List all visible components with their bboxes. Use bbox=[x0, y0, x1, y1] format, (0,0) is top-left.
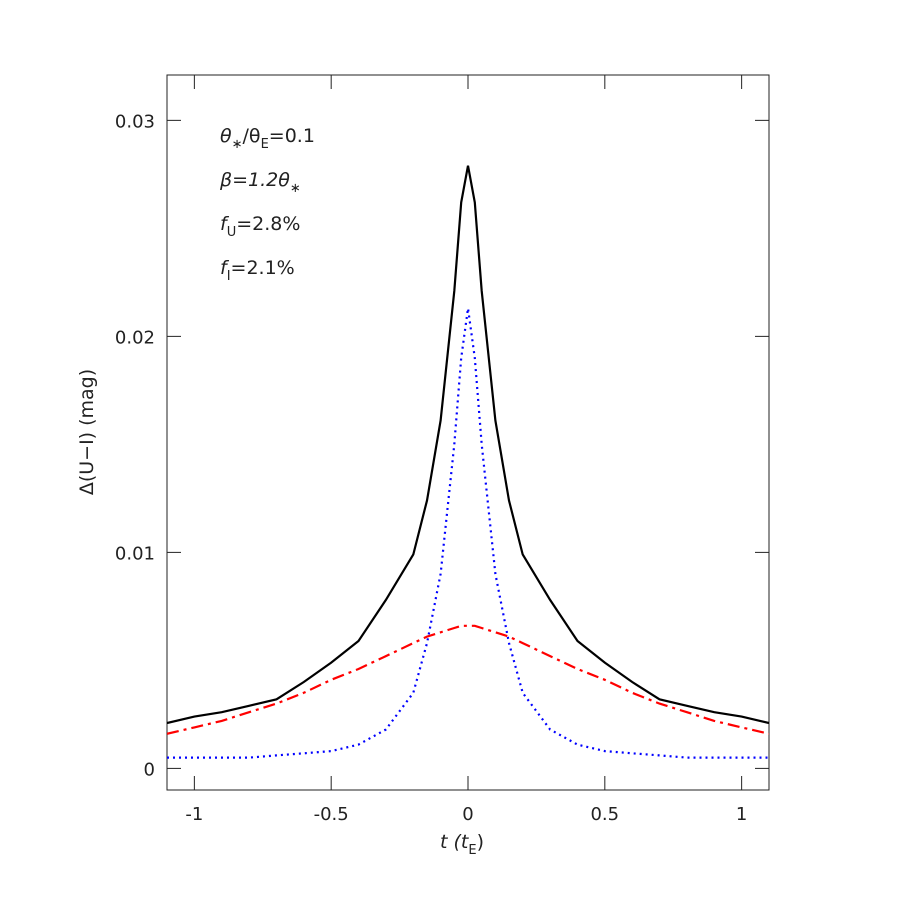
series-line bbox=[167, 165, 769, 725]
annotation: β=1.2θ∗ bbox=[219, 169, 301, 196]
y-tick-label: 0.02 bbox=[115, 327, 155, 348]
x-tick-label: 0 bbox=[462, 804, 473, 825]
text-part: =2.1% bbox=[231, 257, 295, 279]
x-tick-label: 1 bbox=[736, 804, 747, 825]
text-part: θ bbox=[220, 125, 232, 147]
x-tick-label: -1 bbox=[185, 804, 203, 825]
text-part: β=1.2θ bbox=[219, 169, 290, 191]
annotation: fI=2.1% bbox=[220, 257, 295, 284]
y-tick-label: 0 bbox=[144, 759, 155, 780]
y-tick-label: 0.01 bbox=[115, 543, 155, 564]
annotation: θ∗/θE=0.1 bbox=[220, 125, 315, 152]
x-tick-label: -0.5 bbox=[314, 804, 349, 825]
text-part: f bbox=[220, 213, 230, 235]
annotation: fU=2.8% bbox=[220, 213, 300, 240]
subscript: ∗ bbox=[290, 181, 301, 196]
subscript: E bbox=[261, 137, 269, 152]
text-part: =0.1 bbox=[269, 125, 315, 147]
text-part: Δ(U−I) (mag) bbox=[76, 369, 98, 495]
text-part: t (t bbox=[440, 831, 470, 853]
series-line bbox=[167, 624, 769, 735]
text-part: /θ bbox=[243, 125, 261, 147]
text-part: f bbox=[220, 257, 230, 279]
y-tick-label: 0.03 bbox=[115, 111, 155, 132]
y-axis-label: Δ(U−I) (mag) bbox=[76, 369, 98, 495]
subscript: I bbox=[227, 269, 231, 284]
series-line bbox=[167, 308, 769, 759]
x-axis-label: t (tE) bbox=[440, 831, 484, 858]
text-part: =2.8% bbox=[236, 213, 300, 235]
x-tick-label: 0.5 bbox=[590, 804, 619, 825]
text-part: ) bbox=[477, 831, 484, 853]
subscript: E bbox=[468, 843, 476, 858]
subscript: ∗ bbox=[232, 137, 243, 152]
subscript: U bbox=[227, 225, 237, 240]
